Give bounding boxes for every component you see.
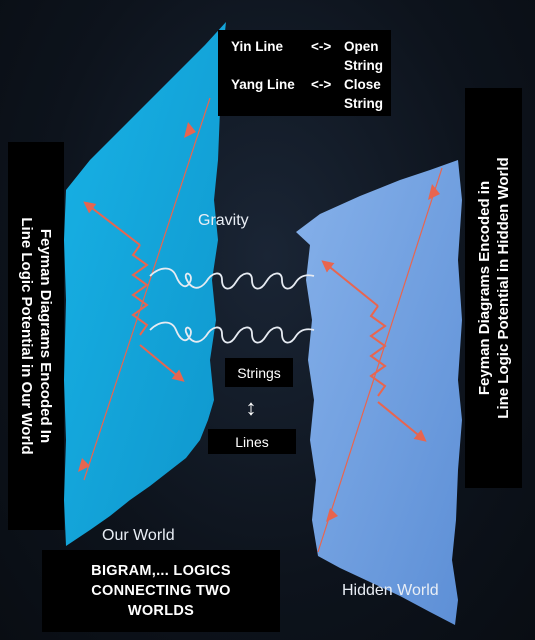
- our-world-label: Our World: [102, 527, 175, 544]
- right-caption-line1: Feyman Diagrams Encoded in: [475, 180, 493, 396]
- hidden-world-label: Hidden World: [342, 582, 439, 599]
- yin-value-string: String: [344, 58, 383, 73]
- updown-arrow-icon: ↕: [245, 395, 257, 420]
- yin-line-label: Yin Line: [231, 39, 284, 54]
- strings-label: Strings: [237, 364, 281, 381]
- yang-line-label: Yang Line: [231, 77, 295, 92]
- bigram-line2: CONNECTING TWO: [91, 583, 231, 599]
- yang-value-close: Close: [344, 77, 381, 92]
- right-caption: Feyman Diagrams Encoded in Line Logic Po…: [465, 88, 522, 488]
- yin-yang-legend: Yin Line <-> Open String Yang Line <-> C…: [218, 30, 391, 116]
- gravity-string-top: [149, 267, 315, 290]
- lines-label-box: Lines: [208, 429, 296, 454]
- hidden-world-membrane: [296, 160, 462, 625]
- yang-value-string: String: [344, 96, 383, 111]
- lines-label: Lines: [235, 433, 269, 450]
- yin-value-open: Open: [344, 39, 379, 54]
- left-caption-line2: Line Logic Potential in Our World: [18, 217, 35, 455]
- right-caption-line2: Line Logic Potential in Hidden World: [494, 157, 512, 419]
- yang-arrow: <->: [311, 77, 332, 92]
- yin-arrow: <->: [311, 39, 332, 54]
- left-caption-line1: Feyman Diagrams Encoded In: [37, 228, 54, 444]
- left-caption: Feyman Diagrams Encoded In Line Logic Po…: [8, 142, 64, 530]
- bigram-line3: WORLDS: [127, 603, 195, 619]
- gravity-label: Gravity: [198, 212, 249, 229]
- left-feynman-diagram: [78, 97, 211, 481]
- bigram-line1: BIGRAM,... LOGICS: [91, 563, 231, 579]
- right-feynman-diagram: [317, 167, 443, 553]
- strings-label-box: Strings: [225, 358, 293, 387]
- gravity-string-bottom: [149, 321, 315, 344]
- bigram-caption: BIGRAM,... LOGICS CONNECTING TWO WORLDS: [42, 550, 280, 632]
